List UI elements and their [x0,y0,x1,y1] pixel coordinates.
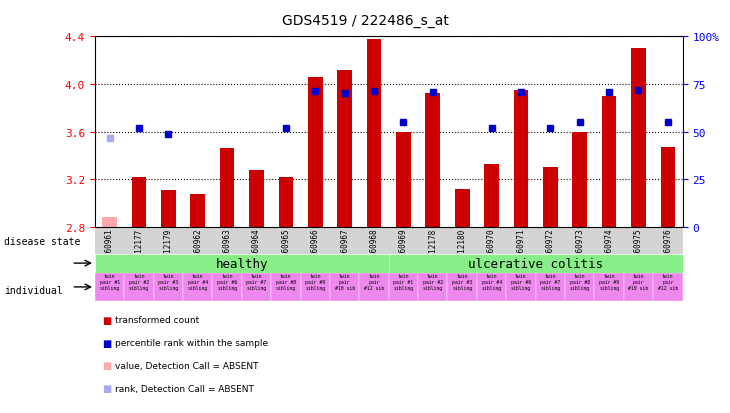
Text: twin
pair
#12 sib: twin pair #12 sib [364,274,384,290]
Text: GSM560963: GSM560963 [223,228,231,269]
Text: twin
pair #6
sibling: twin pair #6 sibling [217,274,237,290]
Text: ■: ■ [102,315,112,325]
Text: twin
pair #1
sibling: twin pair #1 sibling [99,274,120,290]
Text: twin
pair
#12 sib: twin pair #12 sib [658,274,678,290]
Bar [455,189,469,227]
Text: GSM560962: GSM560962 [193,228,202,269]
Text: twin
pair #8
sibling: twin pair #8 sibling [569,274,590,290]
Bar [249,170,264,227]
Bar [661,148,675,227]
Text: GDS4519 / 222486_s_at: GDS4519 / 222486_s_at [282,14,448,28]
Text: rank, Detection Call = ABSENT: rank, Detection Call = ABSENT [115,384,253,393]
Text: percentile rank within the sample: percentile rank within the sample [115,338,268,347]
Text: disease state: disease state [4,237,80,247]
Bar [631,49,646,227]
Bar [565,273,594,301]
Text: ulcerative colitis: ulcerative colitis [468,257,603,270]
Bar [337,71,352,227]
Bar [359,273,389,301]
Bar [131,178,146,227]
Text: GSM560969: GSM560969 [399,228,408,269]
Text: GSM1012179: GSM1012179 [164,228,173,274]
Text: twin
pair
#10 sib: twin pair #10 sib [334,274,355,290]
Text: GSM560966: GSM560966 [311,228,320,269]
Bar [507,273,536,301]
Bar [95,254,389,273]
Text: twin
pair #9
sibling: twin pair #9 sibling [599,274,619,290]
Text: twin
pair #7
sibling: twin pair #7 sibling [540,274,561,290]
Bar [594,273,624,301]
Bar [572,132,587,227]
Text: twin
pair #2
sibling: twin pair #2 sibling [129,274,149,290]
Text: twin
pair #6
sibling: twin pair #6 sibling [511,274,531,290]
Bar [183,273,212,301]
Bar [161,190,176,227]
Bar [514,90,529,227]
Text: individual: individual [4,285,62,295]
Text: GSM1012180: GSM1012180 [458,228,466,274]
Bar [308,78,323,227]
Bar [95,273,124,301]
Text: twin
pair #1
sibling: twin pair #1 sibling [393,274,413,290]
Bar [653,273,683,301]
Text: ■: ■ [102,383,112,393]
Bar [301,273,330,301]
Text: GSM560972: GSM560972 [546,228,555,269]
Text: GSM1012177: GSM1012177 [134,228,144,274]
Bar [330,273,359,301]
Text: twin
pair #7
sibling: twin pair #7 sibling [247,274,266,290]
Bar [536,273,565,301]
Bar [279,178,293,227]
Text: ■: ■ [102,338,112,348]
Bar [624,273,653,301]
Text: transformed count: transformed count [115,316,199,325]
Bar [102,218,117,227]
Text: GSM560974: GSM560974 [604,228,614,269]
Bar [242,273,272,301]
Text: GSM560971: GSM560971 [516,228,526,269]
Text: twin
pair #3
sibling: twin pair #3 sibling [158,274,178,290]
Bar [418,273,447,301]
Text: healthy: healthy [215,257,268,270]
Text: twin
pair #2
sibling: twin pair #2 sibling [423,274,443,290]
Text: GSM560964: GSM560964 [252,228,261,269]
Text: value, Detection Call = ABSENT: value, Detection Call = ABSENT [115,361,258,370]
Text: twin
pair #8
sibling: twin pair #8 sibling [276,274,296,290]
Bar [477,273,507,301]
Bar [191,194,205,227]
Text: GSM560976: GSM560976 [664,228,672,269]
Text: GSM560975: GSM560975 [634,228,643,269]
Text: twin
pair #4
sibling: twin pair #4 sibling [482,274,502,290]
Bar [543,168,558,227]
Text: GSM1012178: GSM1012178 [429,228,437,274]
Text: GSM560968: GSM560968 [369,228,379,269]
Text: GSM560967: GSM560967 [340,228,349,269]
Bar [124,273,154,301]
Bar [389,273,418,301]
Bar [484,164,499,227]
Bar [154,273,183,301]
Text: GSM560973: GSM560973 [575,228,584,269]
Bar [426,94,440,227]
Bar [272,273,301,301]
Text: GSM560961: GSM560961 [105,228,114,269]
Bar [389,254,683,273]
Bar [396,132,411,227]
Text: ■: ■ [102,361,112,370]
Bar [220,149,234,227]
Bar [366,40,381,227]
Text: twin
pair
#10 sib: twin pair #10 sib [629,274,648,290]
Text: twin
pair #4
sibling: twin pair #4 sibling [188,274,208,290]
Bar [602,97,616,227]
Bar [212,273,242,301]
Text: GSM560965: GSM560965 [281,228,291,269]
Text: twin
pair #3
sibling: twin pair #3 sibling [452,274,472,290]
Bar [447,273,477,301]
Text: twin
pair #9
sibling: twin pair #9 sibling [305,274,326,290]
Text: GSM560970: GSM560970 [487,228,496,269]
